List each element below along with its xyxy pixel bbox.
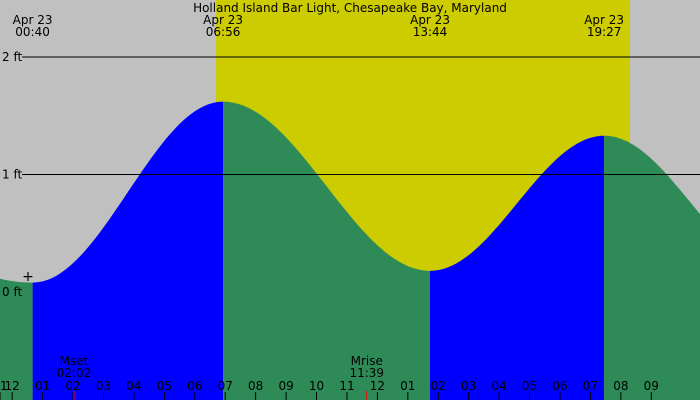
tide-fill-group (0, 101, 700, 400)
hour-tick-label: 11 (0, 379, 8, 393)
extreme-time-label: 19:27 (587, 25, 622, 39)
extreme-date-label: Apr 23 (584, 13, 624, 27)
extreme-date-label: Apr 23 (203, 13, 243, 27)
y-tick-label: 1 ft (2, 168, 22, 182)
hour-tick-label: 07 (583, 379, 598, 393)
y-tick-label: 0 ft (2, 285, 22, 299)
hour-tick-label: 05 (157, 379, 172, 393)
hour-tick-label: 01 (35, 379, 50, 393)
hour-tick-label: 07 (218, 379, 233, 393)
hour-tick-label: 09 (644, 379, 659, 393)
hour-tick-label: 05 (522, 379, 537, 393)
extreme-date-label: Apr 23 (13, 13, 53, 27)
extreme-time-label: 06:56 (206, 25, 241, 39)
falling-tide-area (604, 135, 700, 400)
hour-tick-label: 03 (96, 379, 111, 393)
hour-tick-label: 09 (278, 379, 293, 393)
hour-tick-label: 02 (431, 379, 446, 393)
hour-tick-label: 12 (5, 379, 20, 393)
moon-event-label: Mrise (351, 354, 383, 368)
chart-title: Holland Island Bar Light, Chesapeake Bay… (193, 1, 507, 15)
rising-tide-area (32, 101, 224, 400)
hour-tick-label: 04 (491, 379, 506, 393)
hour-tick-label: 06 (552, 379, 567, 393)
hour-tick-label: 10 (309, 379, 324, 393)
hour-tick-label: 08 (613, 379, 628, 393)
hour-tick-label: 12 (370, 379, 385, 393)
y-tick-label: 2 ft (2, 50, 22, 64)
hour-tick-label: 01 (400, 379, 415, 393)
hour-tick-label: 04 (126, 379, 141, 393)
hour-axis: 1112010203040506070809101112010203040506… (0, 379, 659, 400)
hour-tick-label: 02 (65, 379, 80, 393)
hour-tick-label: 11 (339, 379, 354, 393)
extreme-time-label: 00:40 (15, 25, 50, 39)
extreme-time-label: 13:44 (413, 25, 448, 39)
hour-tick-label: 03 (461, 379, 476, 393)
cursor-crosshair: + (22, 269, 34, 285)
moon-event-time: 11:39 (349, 366, 384, 380)
rising-tide-area (430, 135, 605, 400)
falling-tide-area (223, 101, 430, 400)
moon-event-time: 02:02 (57, 366, 92, 380)
hour-tick-label: 06 (187, 379, 202, 393)
extreme-date-label: Apr 23 (410, 13, 450, 27)
moon-event-label: Mset (60, 354, 89, 368)
height-gridlines: 0 ft 1 ft 2 ft (2, 50, 700, 299)
falling-tide-area (0, 278, 33, 400)
hour-tick-label: 08 (248, 379, 263, 393)
